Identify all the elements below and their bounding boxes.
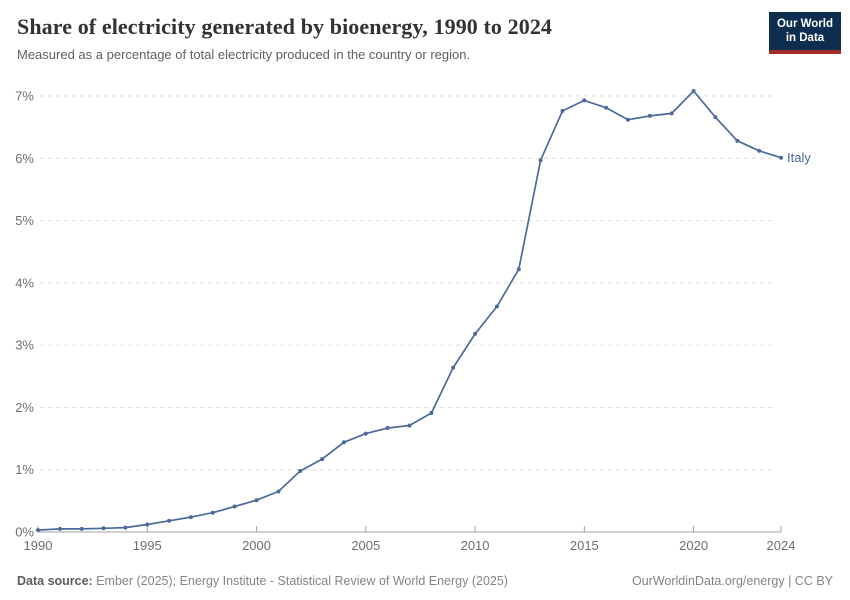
- data-point[interactable]: [451, 365, 456, 370]
- data-point[interactable]: [232, 504, 237, 509]
- owid-logo-line1: Our World: [776, 18, 833, 30]
- data-point[interactable]: [604, 105, 609, 110]
- data-point[interactable]: [320, 457, 325, 462]
- chart-header: Share of electricity generated by bioene…: [17, 14, 750, 62]
- owid-logo[interactable]: Our World in Data: [769, 12, 841, 54]
- data-point[interactable]: [298, 469, 303, 473]
- y-tick-label: 2%: [15, 400, 34, 415]
- data-point[interactable]: [757, 148, 762, 153]
- y-tick-label: 0%: [15, 525, 34, 540]
- y-tick-label: 4%: [15, 275, 34, 290]
- series-line-italy: [37, 90, 782, 531]
- data-point[interactable]: [341, 440, 346, 445]
- x-tick-label: 2020: [679, 538, 708, 553]
- data-point[interactable]: [254, 498, 259, 503]
- chart-area: 0% 1% 2% 3% 4% 5% 6% 7% 1990 1995 2000 2005 2010 2015…: [0, 80, 850, 560]
- data-point[interactable]: [79, 526, 84, 531]
- attribution-link[interactable]: OurWorldinData.org/energy | CC BY: [631, 574, 833, 588]
- data-point[interactable]: [713, 115, 718, 120]
- data-point[interactable]: [167, 518, 172, 523]
- series-end-label[interactable]: Italy: [787, 150, 811, 165]
- x-tick-label: 1990: [24, 538, 53, 553]
- data-point[interactable]: [36, 528, 40, 533]
- data-point[interactable]: [363, 431, 368, 436]
- data-source-text: Ember (2025); Energy Institute - Statist…: [92, 574, 508, 588]
- owid-logo-stripe: [769, 49, 841, 54]
- data-point[interactable]: [210, 510, 215, 515]
- x-tick-label: 2000: [242, 538, 271, 553]
- owid-logo-line2: in Data: [785, 32, 825, 45]
- data-point[interactable]: [189, 515, 193, 520]
- x-tick-label: 2024: [767, 538, 796, 553]
- data-point[interactable]: [626, 117, 630, 122]
- data-point[interactable]: [407, 423, 412, 428]
- data-point[interactable]: [538, 158, 543, 163]
- data-point[interactable]: [647, 113, 652, 118]
- data-point[interactable]: [57, 526, 62, 531]
- x-tick-label: 2015: [570, 538, 599, 553]
- owid-logo-text: Our World in Data: [769, 12, 841, 50]
- chart-footer: Data source: Ember (2025); Energy Instit…: [17, 574, 833, 588]
- data-point[interactable]: [145, 522, 150, 527]
- y-tick-label: 3%: [15, 338, 34, 353]
- y-tick-label: 6%: [15, 151, 34, 166]
- data-point[interactable]: [582, 98, 587, 103]
- data-point[interactable]: [669, 111, 674, 116]
- data-point[interactable]: [691, 89, 696, 93]
- x-tick-label: 2005: [351, 538, 380, 553]
- y-tick-label: 1%: [15, 462, 34, 477]
- data-source: Data source: Ember (2025); Energy Instit…: [17, 574, 508, 588]
- page-title: Share of electricity generated by bioene…: [17, 14, 553, 39]
- data-point[interactable]: [276, 489, 281, 494]
- x-tick-label: 1995: [133, 538, 162, 553]
- data-point[interactable]: [560, 108, 565, 113]
- y-tick-label: 5%: [15, 213, 34, 228]
- chart-canvas: 0% 1% 2% 3% 4% 5% 6% 7% 1990 1995 2000 2005 2010 2015…: [15, 89, 811, 554]
- data-point[interactable]: [779, 155, 783, 160]
- x-tick-label: 2010: [461, 538, 490, 553]
- data-point[interactable]: [429, 411, 434, 415]
- data-point[interactable]: [494, 304, 499, 309]
- data-point[interactable]: [473, 331, 478, 336]
- data-point[interactable]: [516, 267, 521, 272]
- data-point[interactable]: [735, 138, 740, 143]
- data-source-label: Data source:: [17, 574, 93, 588]
- data-point[interactable]: [385, 426, 390, 430]
- y-tick-label: 7%: [15, 89, 34, 104]
- data-point[interactable]: [101, 526, 106, 531]
- page-subtitle: Measured as a percentage of total electr…: [17, 47, 471, 62]
- data-point[interactable]: [123, 525, 128, 530]
